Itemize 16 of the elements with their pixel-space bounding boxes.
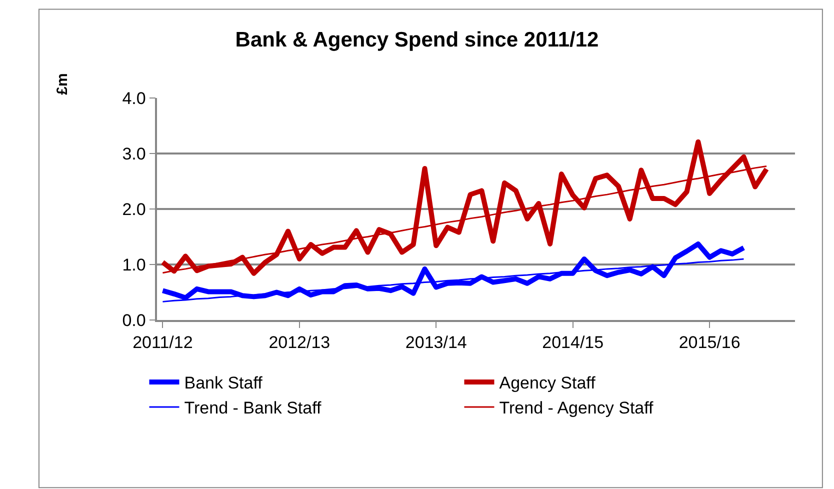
y-tick-label: 1.0 xyxy=(122,255,146,274)
y-tick-label: 2.0 xyxy=(122,200,146,219)
x-tick-label: 2011/12 xyxy=(132,333,193,352)
y-tick-label: 3.0 xyxy=(122,144,146,164)
legend-label: Trend - Agency Staff xyxy=(499,398,654,418)
x-tick-label: 2013/14 xyxy=(405,333,467,352)
x-tick-label: 2015/16 xyxy=(678,333,740,352)
y-tick-label: 0.0 xyxy=(122,310,146,330)
x-tick-label: 2014/15 xyxy=(542,333,604,352)
y-axis-title: £m xyxy=(54,73,72,95)
chart-title: Bank & Agency Spend since 2011/12 xyxy=(235,28,599,52)
legend-label: Bank Staff xyxy=(184,374,263,393)
legend-label: Trend - Bank Staff xyxy=(184,398,322,418)
x-tick-label: 2012/13 xyxy=(268,333,330,352)
y-tick-label: 4.0 xyxy=(122,88,146,108)
legend-label: Agency Staff xyxy=(499,374,596,393)
